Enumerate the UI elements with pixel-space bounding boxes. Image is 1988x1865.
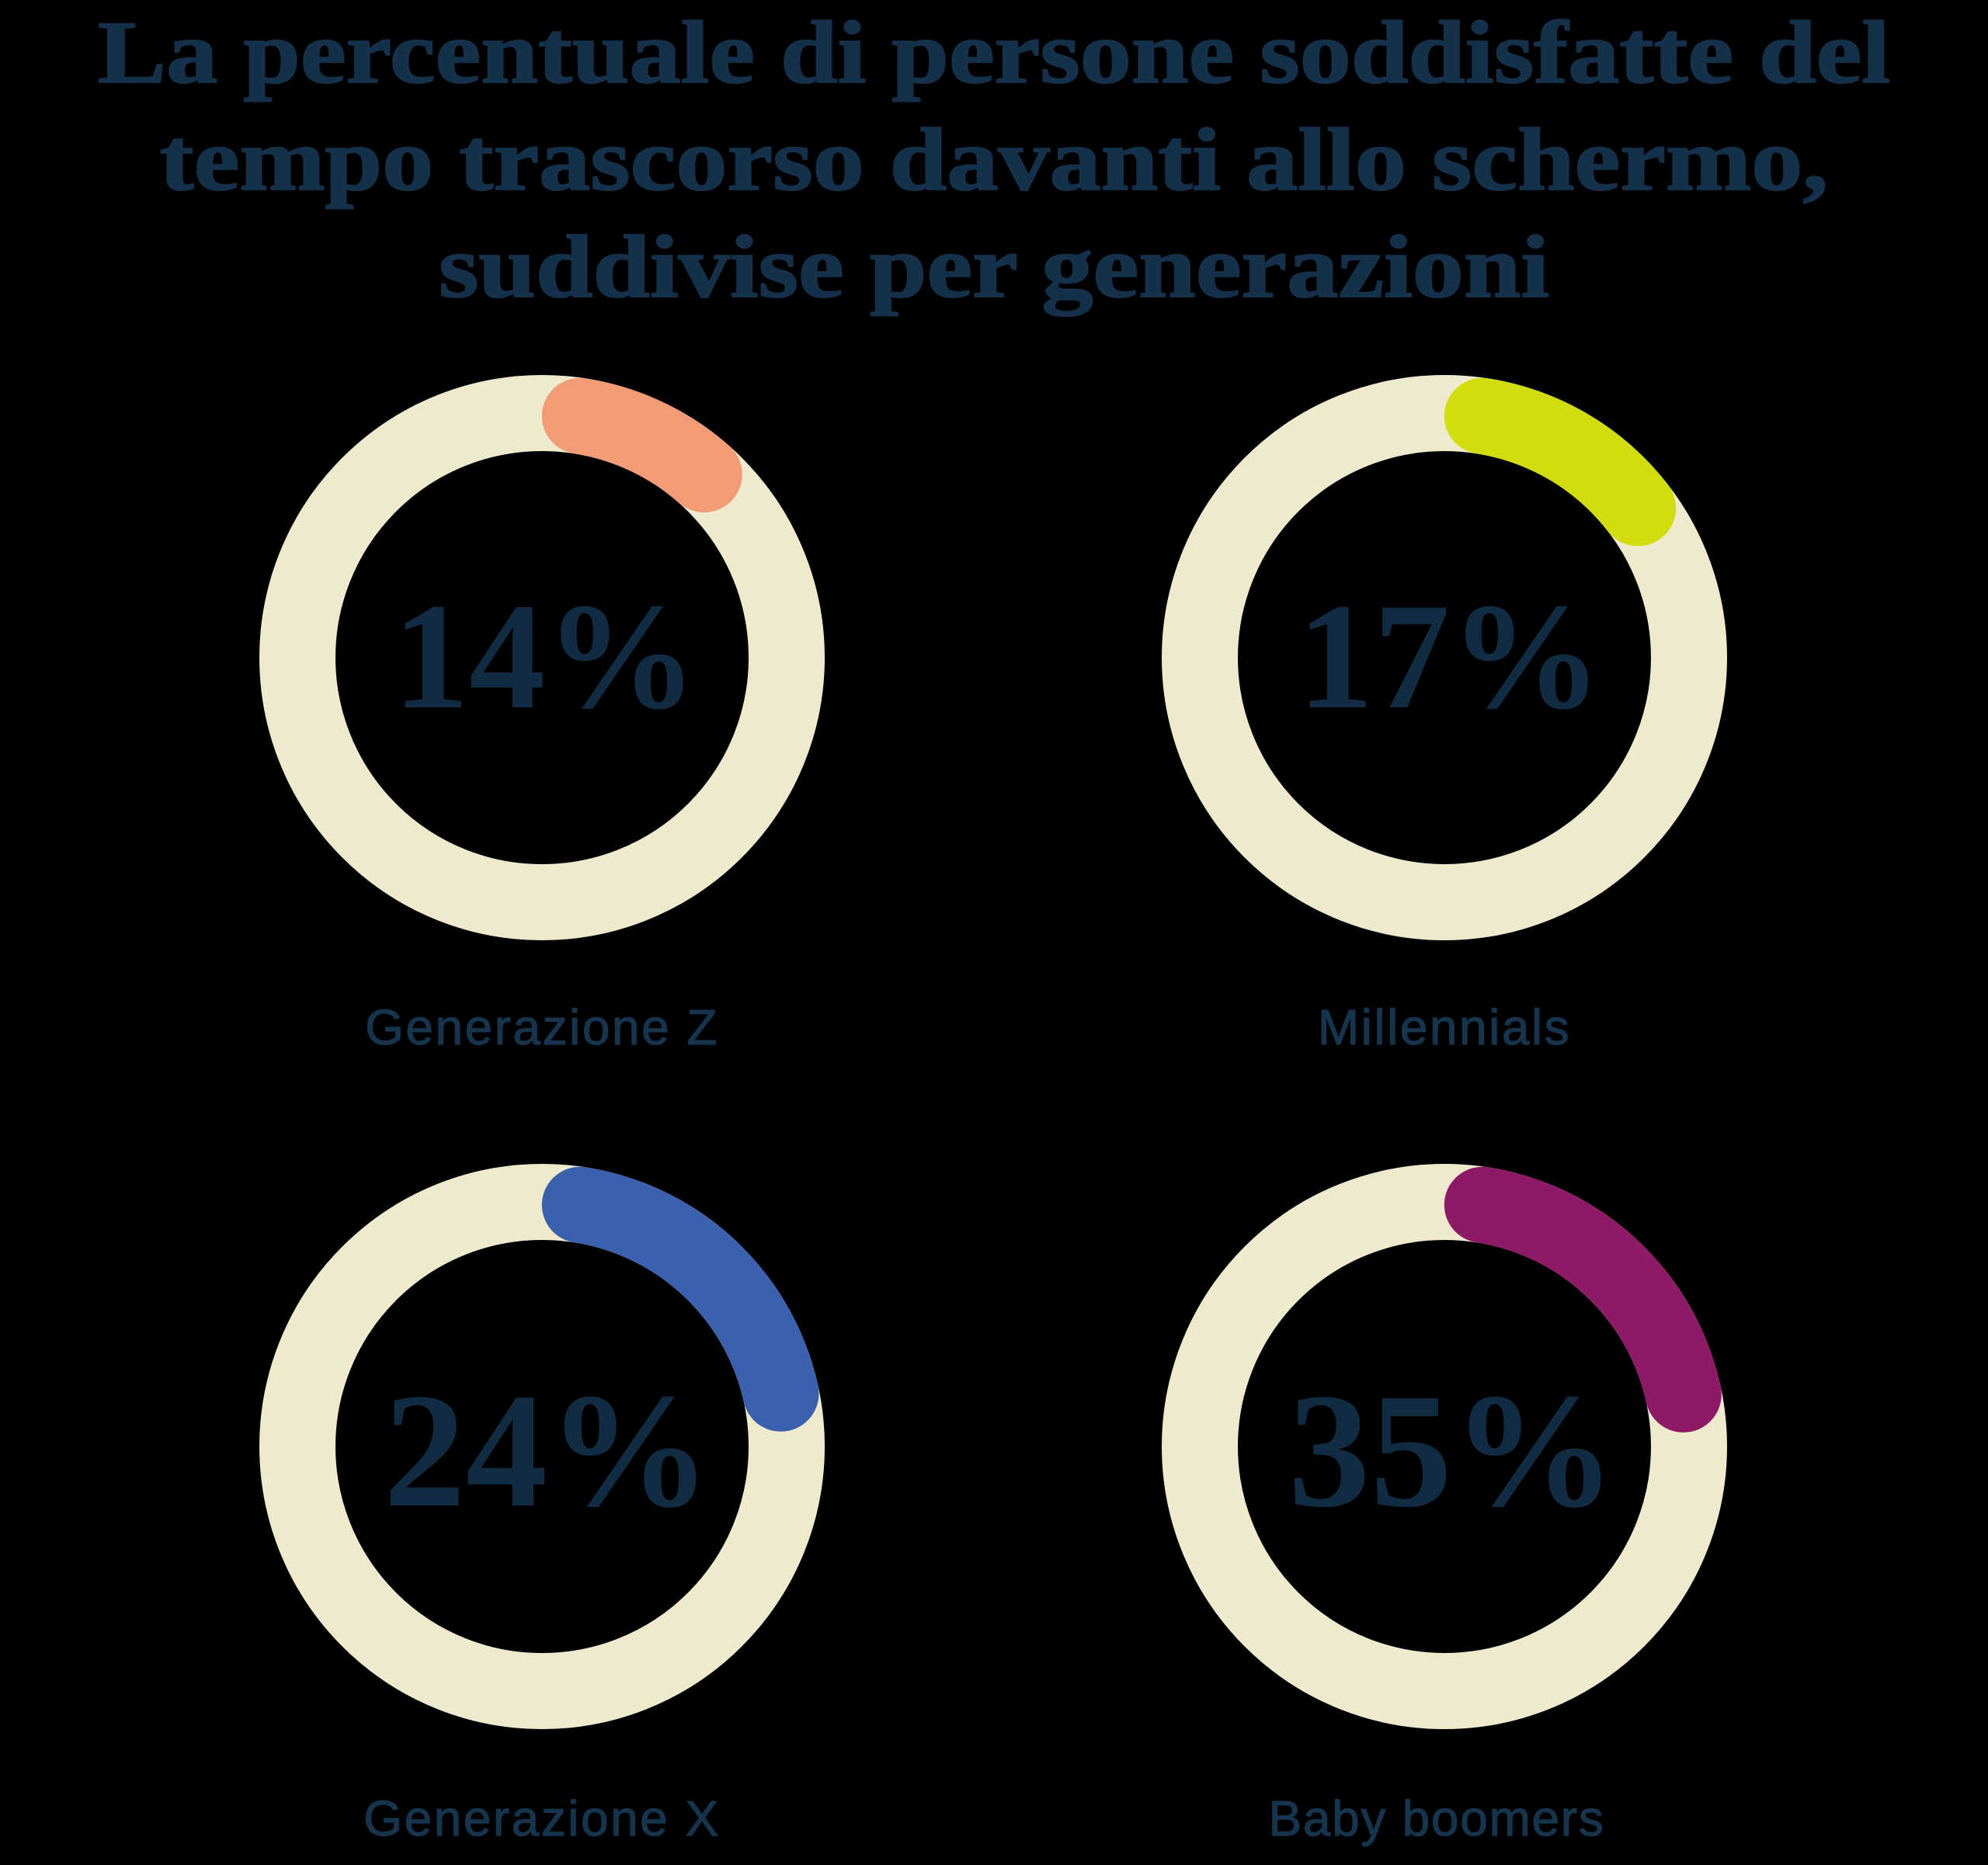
svg-text:Millennials: Millennials <box>1318 999 1571 1055</box>
svg-text:35%: 35% <box>1288 1360 1616 1541</box>
svg-text:Baby boomers: Baby boomers <box>1268 1790 1604 1846</box>
svg-text:24%: 24% <box>384 1360 711 1541</box>
svg-text:Generazione X: Generazione X <box>363 1790 720 1846</box>
svg-text:Generazione Z: Generazione Z <box>365 999 719 1055</box>
svg-text:17%: 17% <box>1298 572 1602 741</box>
svg-text:14%: 14% <box>393 572 697 741</box>
